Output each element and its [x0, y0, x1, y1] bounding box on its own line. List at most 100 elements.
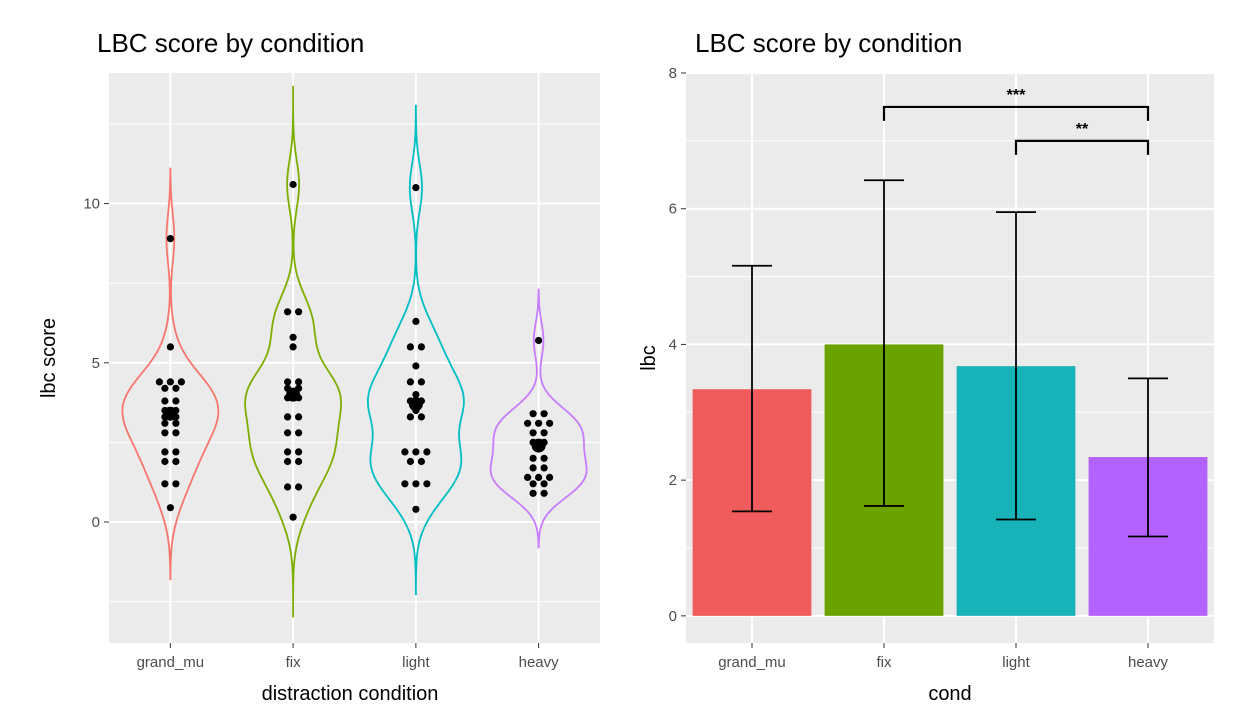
data-point-grand_mu	[172, 419, 180, 427]
violin-x-axis-label: distraction condition	[262, 683, 439, 705]
data-point-grand_mu	[166, 504, 174, 512]
data-point-fix	[284, 378, 292, 386]
data-point-grand_mu	[161, 384, 169, 392]
data-point-light	[401, 480, 409, 488]
data-point-light	[401, 448, 409, 456]
data-point-fix	[289, 343, 297, 351]
data-point-grand_mu	[172, 397, 180, 405]
data-point-light	[406, 413, 414, 421]
data-point-grand_mu	[172, 448, 180, 456]
data-point-heavy	[529, 429, 537, 437]
data-point-light	[412, 317, 420, 325]
data-point-fix	[284, 457, 292, 466]
data-point-heavy	[529, 410, 537, 418]
violin-x-tick-label: light	[402, 654, 430, 671]
data-point-light	[417, 343, 425, 351]
data-point-heavy	[540, 454, 548, 462]
bar-y-tick-label: 8	[669, 65, 677, 82]
data-point-grand_mu	[177, 378, 185, 386]
data-point-fix	[289, 180, 297, 189]
bar-y-axis-label: lbc	[638, 345, 660, 371]
violin-light	[367, 104, 465, 596]
data-point-heavy	[524, 473, 532, 481]
data-point-heavy	[546, 473, 554, 481]
data-point-grand_mu	[155, 378, 163, 386]
data-point-light	[412, 362, 420, 370]
violin-x-tick-label: grand_mu	[137, 654, 205, 671]
bar-y-ticks: 0 2 4 6 8	[669, 65, 686, 625]
data-point-grand_mu	[161, 480, 169, 488]
violin-x-ticks: grand_mu fix light heavy	[137, 643, 560, 671]
data-point-grand_mu	[161, 397, 169, 405]
significance-brackets: *****	[882, 87, 1150, 155]
data-point-heavy	[524, 419, 532, 427]
data-point-fix	[295, 378, 303, 386]
mean-point-grand_mu	[163, 406, 178, 421]
data-point-fix	[295, 457, 303, 466]
violin-y-axis-label: lbc score	[38, 318, 60, 398]
data-point-light	[406, 457, 414, 466]
significance-label: **	[1076, 121, 1089, 138]
data-point-heavy	[546, 419, 554, 427]
data-point-grand_mu	[166, 235, 174, 243]
data-point-grand_mu	[161, 419, 169, 427]
data-point-grand_mu	[172, 480, 180, 488]
data-point-grand_mu	[172, 384, 180, 392]
violin-y-tick-label: 10	[83, 196, 100, 213]
data-point-light	[412, 391, 420, 399]
data-point-light	[417, 413, 425, 421]
data-point-heavy	[529, 489, 537, 497]
data-point-light	[412, 505, 420, 513]
violin-x-tick-label: heavy	[519, 654, 560, 671]
data-point-heavy	[540, 480, 548, 488]
data-point-light	[412, 448, 420, 456]
violin-plot-panel	[109, 73, 600, 643]
violin-points	[155, 180, 554, 521]
data-point-light	[406, 378, 414, 386]
error-bars	[732, 179, 1168, 538]
data-point-fix	[284, 413, 292, 421]
data-point-fix	[284, 429, 292, 437]
data-point-fix	[289, 513, 297, 521]
data-point-fix	[295, 308, 303, 316]
significance-bracket	[882, 105, 1150, 121]
data-point-grand_mu	[161, 429, 169, 437]
data-point-fix	[289, 333, 297, 341]
significance-label: ***	[1007, 87, 1026, 104]
data-point-heavy	[529, 464, 537, 472]
violins	[121, 85, 588, 618]
data-point-fix	[295, 429, 303, 437]
data-point-heavy	[540, 489, 548, 497]
data-point-light	[423, 448, 431, 456]
violin-chart-title: LBC score by condition	[97, 28, 364, 58]
mean-point-fix	[286, 387, 301, 402]
data-point-grand_mu	[166, 378, 174, 386]
bar-x-ticks: grand_mu fix light heavy	[718, 643, 1169, 671]
data-point-fix	[295, 413, 303, 421]
data-point-fix	[295, 448, 303, 456]
data-point-grand_mu	[172, 429, 180, 437]
data-point-fix	[295, 483, 303, 491]
mean-point-light	[408, 397, 423, 412]
bar-y-tick-label: 6	[669, 201, 677, 218]
data-point-light	[417, 457, 425, 466]
data-point-light	[423, 480, 431, 488]
data-point-grand_mu	[161, 448, 169, 456]
data-point-grand_mu	[166, 343, 174, 351]
violin-y-ticks: 0 5 10	[83, 196, 109, 531]
data-point-light	[406, 343, 414, 351]
bar-x-tick-label: heavy	[1128, 654, 1169, 671]
bar-chart-title: LBC score by condition	[695, 28, 962, 58]
data-point-heavy	[535, 336, 543, 345]
data-point-grand_mu	[161, 457, 169, 466]
violin-heavy	[489, 288, 588, 549]
violin-chart: LBC score by condition 0 5 10 grand_mu fix l…	[38, 28, 600, 705]
bar-y-tick-label: 4	[669, 336, 677, 353]
data-point-fix	[284, 308, 292, 316]
violin-fix	[244, 85, 343, 618]
data-point-heavy	[535, 419, 543, 427]
bar-y-tick-label: 0	[669, 608, 677, 625]
data-point-heavy	[540, 464, 548, 472]
